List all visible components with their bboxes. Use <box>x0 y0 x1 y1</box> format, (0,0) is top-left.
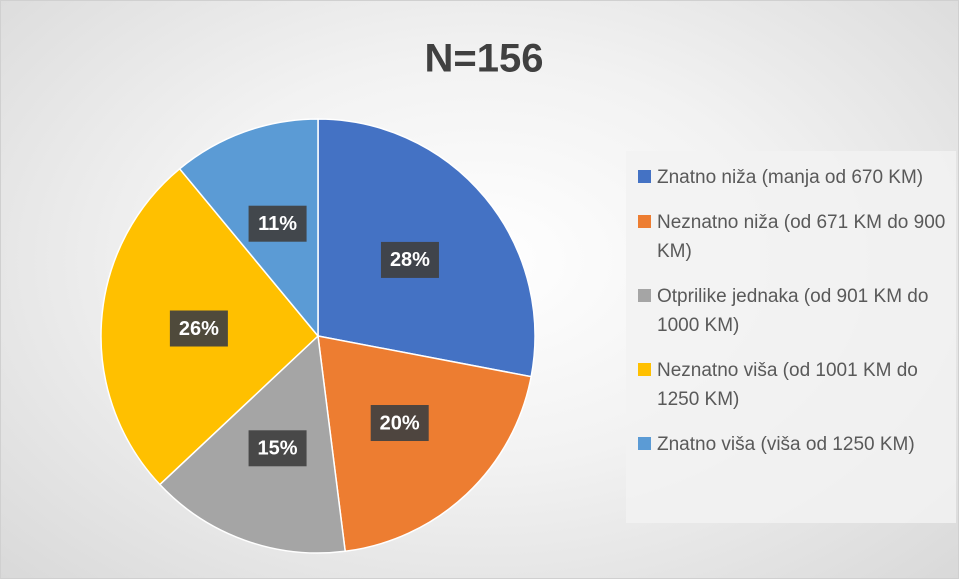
data-label: 11% <box>258 213 297 235</box>
data-label-box <box>380 241 439 278</box>
data-label: 26% <box>179 318 219 340</box>
legend: Znatno niža (manja od 670 KM) Neznatno ni… <box>626 151 956 523</box>
legend-swatch <box>638 437 651 450</box>
legend-entry: Otprilike jednaka (od 901 KM do 1000 KM) <box>638 282 946 340</box>
legend-swatch <box>638 289 651 302</box>
legend-swatch <box>638 170 651 183</box>
data-label: 15% <box>258 438 298 460</box>
legend-label: Otprilike jednaka (od 901 KM do 1000 KM) <box>657 286 929 336</box>
legend-swatch <box>638 215 651 228</box>
legend-swatch <box>638 363 651 376</box>
chart-title: N=156 <box>425 37 544 81</box>
data-label-box <box>248 430 307 467</box>
legend-entry: Znatno niža (manja od 670 KM) <box>638 163 946 192</box>
data-label: 20% <box>380 412 420 434</box>
pie-slice <box>317 335 533 553</box>
legend-label: Neznatno viša (od 1001 KM do 1250 KM) <box>657 360 918 410</box>
legend-entry: Neznatno niža (od 671 KM do 900 KM) <box>638 208 946 266</box>
data-label: 28% <box>390 249 430 271</box>
legend-label: Znatno niža (manja od 670 KM) <box>657 167 924 188</box>
data-label-box <box>169 310 228 347</box>
data-label-box <box>248 205 307 242</box>
legend-label: Neznatno niža (od 671 KM do 900 KM) <box>657 212 946 262</box>
legend-label: Znatno viša (viša od 1250 KM) <box>657 434 915 455</box>
legend-entry: Znatno viša (viša od 1250 KM) <box>638 430 946 459</box>
legend-entry: Neznatno viša (od 1001 KM do 1250 KM) <box>638 356 946 414</box>
data-label-box <box>370 405 429 442</box>
